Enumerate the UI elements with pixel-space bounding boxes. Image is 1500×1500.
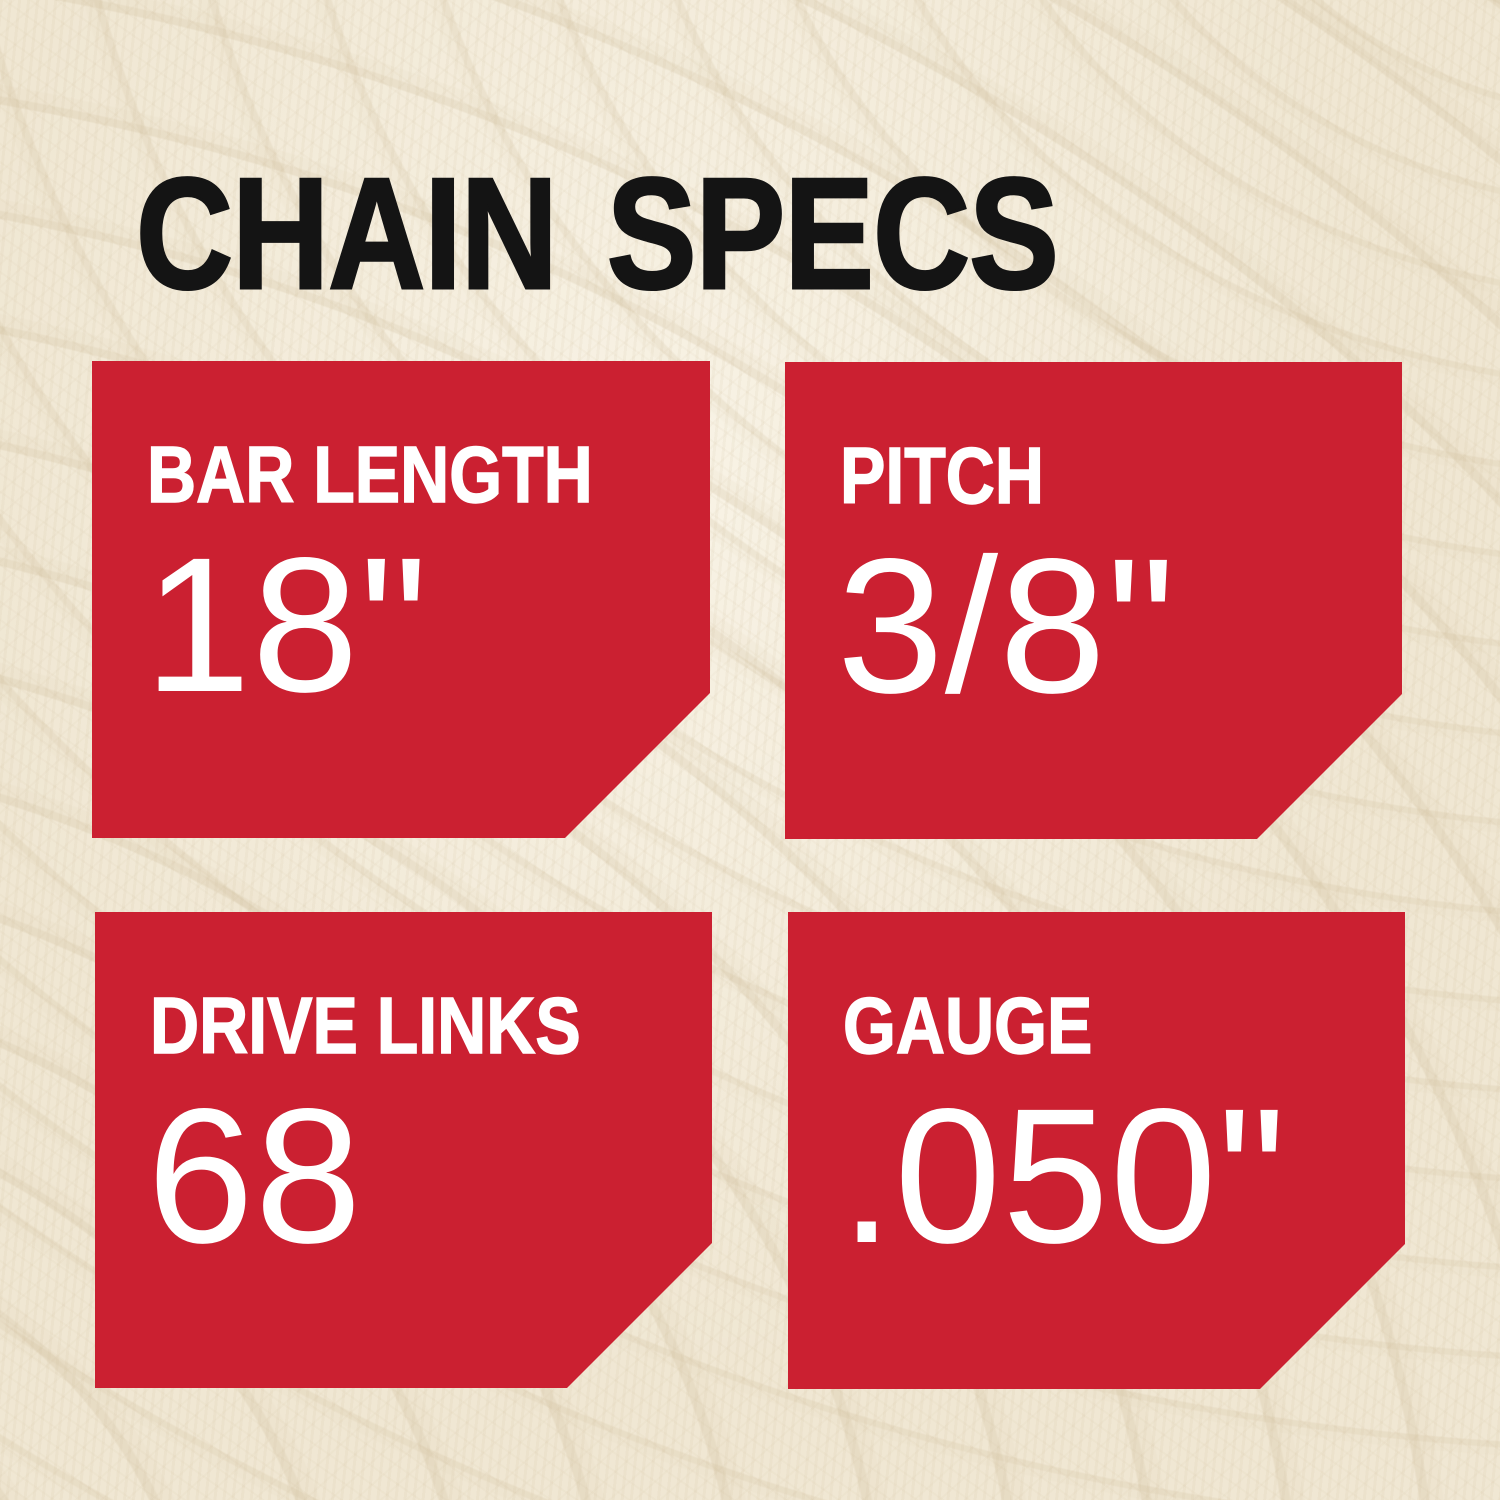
spec-card-pitch: PITCH 3/8" bbox=[785, 362, 1402, 839]
spec-label-drive-links-text: DRIVE LINKS bbox=[150, 981, 581, 1070]
spec-label-bar-length-text: BAR LENGTH bbox=[147, 430, 593, 519]
page-title: CHAIN SPECS bbox=[135, 146, 1221, 322]
spec-label-gauge: GAUGE bbox=[843, 986, 1136, 1066]
spec-card-drive-links: DRIVE LINKS 68 bbox=[95, 912, 712, 1388]
spec-value-gauge: .050" bbox=[840, 1068, 1287, 1283]
page-title-text: CHAIN SPECS bbox=[135, 146, 1060, 322]
spec-card-gauge: GAUGE .050" bbox=[788, 912, 1405, 1389]
spec-label-gauge-text: GAUGE bbox=[843, 981, 1093, 1070]
spec-label-bar-length: BAR LENGTH bbox=[147, 435, 671, 515]
spec-value-drive-links: 68 bbox=[147, 1068, 363, 1283]
spec-card-bar-length: BAR LENGTH 18" bbox=[92, 361, 710, 838]
spec-value-pitch: 3/8" bbox=[837, 518, 1177, 733]
spec-label-drive-links: DRIVE LINKS bbox=[150, 986, 657, 1066]
spec-label-pitch-text: PITCH bbox=[840, 431, 1044, 520]
spec-value-bar-length: 18" bbox=[144, 517, 429, 732]
spec-label-pitch: PITCH bbox=[840, 436, 1080, 516]
